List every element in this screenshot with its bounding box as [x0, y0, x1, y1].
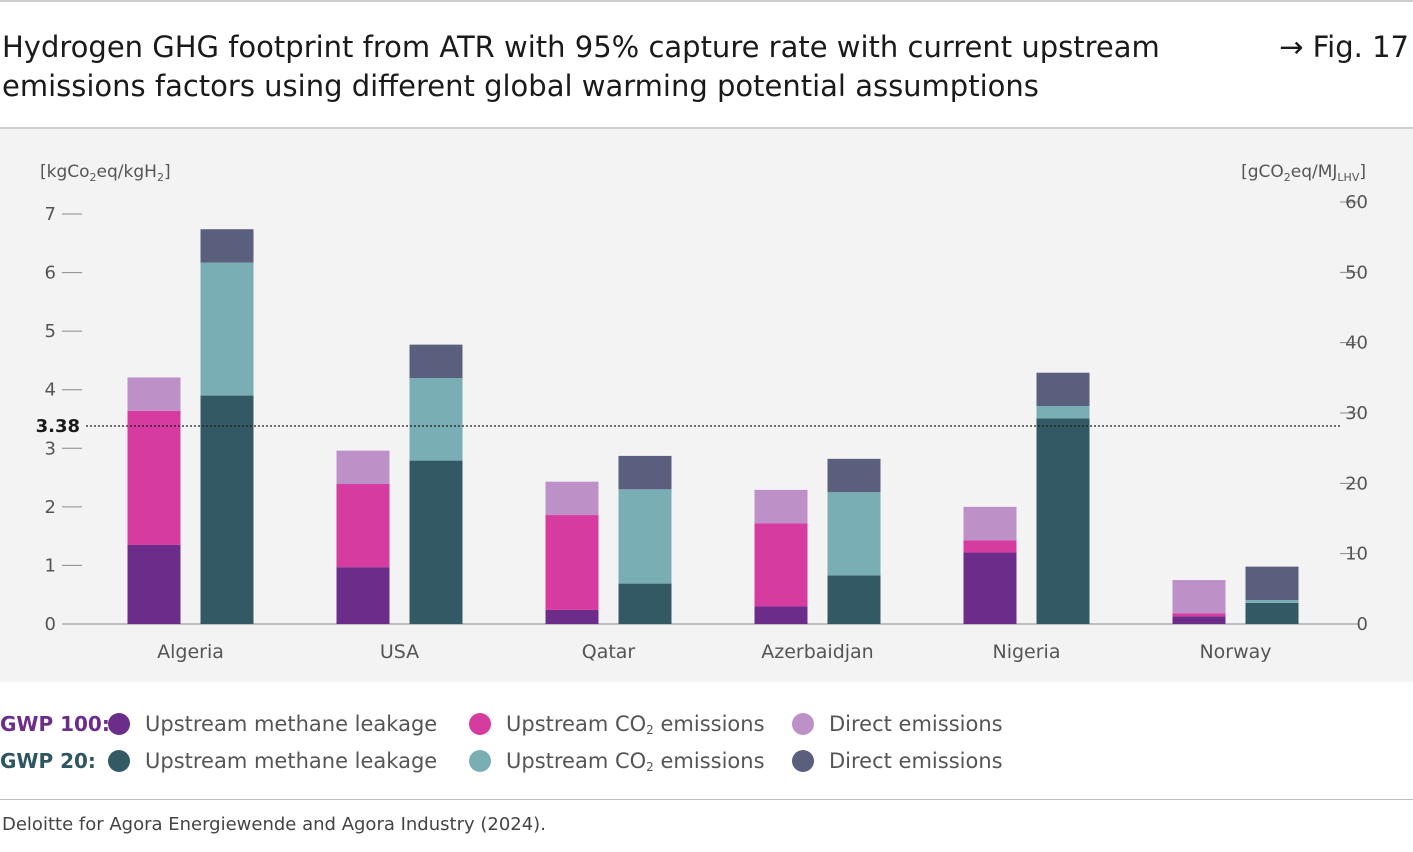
- right-tick-label: 10: [1345, 544, 1368, 565]
- bar-segment: [1172, 616, 1226, 624]
- legend-item-label: Direct emissions: [829, 749, 1003, 773]
- right-tick-label: 30: [1345, 403, 1368, 424]
- bar-segment: [1036, 418, 1090, 624]
- legend-swatch: [469, 750, 491, 772]
- bar-segment: [1245, 599, 1299, 603]
- reference-line-label: 3.38: [36, 416, 80, 437]
- bar-segment: [618, 455, 672, 490]
- bar-segment: [1036, 372, 1090, 407]
- bar-segment: [127, 544, 181, 624]
- legend-item-label: Upstream methane leakage: [145, 712, 438, 736]
- bar-segment: [1245, 602, 1299, 624]
- category-label: Nigeria: [993, 641, 1061, 663]
- left-tick-label: 0: [45, 614, 56, 635]
- chart-title: Hydrogen GHG footprint from ATR with 95%…: [2, 30, 1160, 103]
- category-label: Norway: [1199, 641, 1271, 663]
- bar-segment: [200, 229, 254, 263]
- bar-segment: [545, 609, 599, 624]
- bar-segment: [963, 540, 1017, 553]
- right-tick-label: 0: [1357, 614, 1368, 635]
- bar-segment: [336, 567, 390, 624]
- category-label: USA: [380, 641, 419, 663]
- left-axis-unit-label: [kgCo2eq/kgH2]: [40, 162, 171, 184]
- left-tick-label: 5: [45, 321, 56, 342]
- bar-segment: [1172, 580, 1226, 614]
- legend-item-label: Upstream CO2 emissions: [506, 749, 765, 774]
- bar-segment: [545, 481, 599, 516]
- category-label: Algeria: [157, 641, 224, 663]
- bar-segment: [127, 410, 181, 545]
- legend-group-label: GWP 100:: [0, 712, 110, 736]
- right-tick-label: 50: [1345, 262, 1368, 283]
- legend-swatch: [792, 713, 814, 735]
- left-axis-unit: [kgCo2eq/kgH2]: [40, 162, 171, 184]
- bars: [127, 229, 1299, 624]
- left-axis: 0 1 2 3 4 5 6 7: [45, 204, 1358, 635]
- bar-segment: [545, 515, 599, 610]
- left-tick-label: 1: [45, 555, 56, 576]
- bar-segment: [827, 575, 881, 624]
- bar-segment: [336, 450, 390, 485]
- reference-line: 3.38: [36, 416, 1340, 437]
- bar-segment: [618, 583, 672, 624]
- title-divider: [0, 127, 1413, 129]
- bar-segment: [409, 378, 463, 461]
- left-tick-label: 4: [45, 380, 56, 401]
- category-label: Azerbaidjan: [761, 641, 873, 663]
- legend-swatch: [108, 713, 130, 735]
- bar-segment: [827, 458, 881, 493]
- bar-segment: [963, 552, 1017, 624]
- left-tick-label: 2: [45, 497, 56, 518]
- bar-segment: [1036, 406, 1090, 419]
- bar-segment: [963, 506, 1017, 541]
- legend: GWP 100: Upstream methane leakage Upstre…: [0, 706, 1413, 786]
- figure-reference: → Fig. 17: [1279, 30, 1409, 64]
- top-rule: [0, 0, 1413, 2]
- bar-segment: [827, 492, 881, 576]
- legend-item-label: Direct emissions: [829, 712, 1003, 736]
- legend-row-gwp20: GWP 20: Upstream methane leakage Upstrea…: [0, 743, 1413, 779]
- stacked-bar-chart: [kgCo2eq/kgH2] [gCO2eq/MJLHV] 0 1 2 3 4 5 6 7 0…: [36, 162, 1368, 663]
- left-tick-label: 3: [45, 438, 56, 459]
- right-tick-label: 20: [1345, 473, 1368, 494]
- bar-segment: [127, 377, 181, 411]
- legend-item-label: Upstream CO2 emissions: [506, 712, 765, 737]
- legend-item-label: Upstream methane leakage: [145, 749, 438, 773]
- bar-segment: [1172, 613, 1226, 617]
- legend-row-gwp100: GWP 100: Upstream methane leakage Upstre…: [0, 706, 1413, 742]
- left-tick-label: 7: [45, 204, 56, 225]
- right-tick-label: 40: [1345, 333, 1368, 354]
- bar-segment: [754, 606, 808, 624]
- right-axis: 0 10 20 30 40 50 60: [1340, 192, 1368, 635]
- right-tick-label: 60: [1345, 192, 1368, 213]
- right-axis-unit: [gCO2eq/MJLHV]: [1241, 162, 1366, 184]
- legend-swatch: [469, 713, 491, 735]
- bar-segment: [409, 344, 463, 378]
- bar-segment: [754, 489, 808, 524]
- bar-segment: [1245, 566, 1299, 600]
- bar-segment: [618, 489, 672, 584]
- source-divider: [0, 799, 1413, 800]
- left-tick-label: 6: [45, 263, 56, 284]
- legend-group-label: GWP 20:: [0, 749, 96, 773]
- legend-swatch: [792, 750, 814, 772]
- right-axis-unit-label: [gCO2eq/MJLHV]: [1241, 162, 1366, 184]
- category-labels: Algeria USA Qatar Azerbaidjan Nigeria Norway: [157, 641, 1271, 663]
- legend-swatch: [108, 750, 130, 772]
- category-label: Qatar: [582, 641, 636, 663]
- bar-segment: [336, 484, 390, 568]
- bar-segment: [754, 523, 808, 607]
- bar-segment: [200, 262, 254, 396]
- bar-segment: [409, 460, 463, 624]
- source-note: Deloitte for Agora Energiewende and Agor…: [2, 814, 546, 835]
- bar-segment: [200, 395, 254, 624]
